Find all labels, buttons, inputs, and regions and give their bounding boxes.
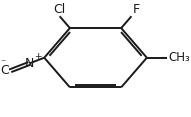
Text: ⁻: ⁻ — [1, 58, 6, 68]
Text: C: C — [1, 64, 9, 77]
Text: +: + — [34, 52, 41, 61]
Text: F: F — [132, 3, 139, 16]
Text: N: N — [25, 57, 34, 70]
Text: CH₃: CH₃ — [168, 51, 190, 64]
Text: Cl: Cl — [53, 3, 66, 16]
